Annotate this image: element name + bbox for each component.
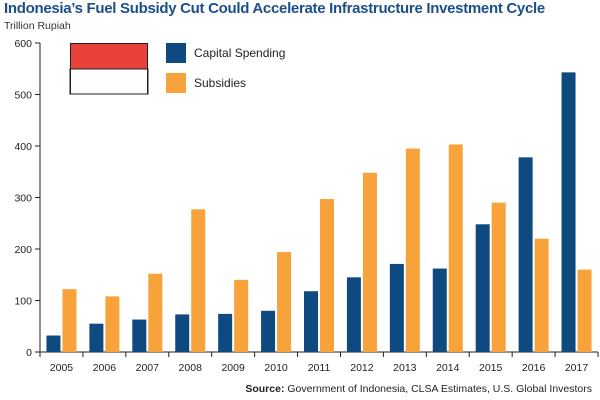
chart-bars xyxy=(46,72,592,352)
x-tick-label: 2016 xyxy=(522,362,546,374)
bar-capital-spending-2009 xyxy=(218,313,233,352)
bar-subsidies-2016 xyxy=(534,238,549,352)
bar-capital-spending-2017 xyxy=(561,72,576,352)
bar-capital-spending-2007 xyxy=(132,319,147,352)
bar-subsidies-2013 xyxy=(405,148,420,352)
y-tick-label: 200 xyxy=(14,244,32,256)
bar-subsidies-2010 xyxy=(277,252,292,352)
x-tick-label: 2013 xyxy=(393,362,417,374)
y-tick-label: 600 xyxy=(14,38,32,50)
source-text: Government of Indonesia, CLSA Estimates,… xyxy=(284,383,592,395)
bar-subsidies-2015 xyxy=(491,202,506,352)
bar-capital-spending-2005 xyxy=(46,335,61,352)
y-axis-unit-label: Trillion Rupiah xyxy=(4,20,71,32)
legend-swatch-subsidies xyxy=(166,73,186,93)
bar-subsidies-2012 xyxy=(362,172,377,352)
x-tick-label: 2008 xyxy=(179,362,203,374)
y-tick-label: 100 xyxy=(14,296,32,308)
bar-subsidies-2007 xyxy=(148,273,163,352)
legend-swatch-capital-spending xyxy=(166,43,186,63)
y-tick-label: 0 xyxy=(26,347,32,359)
y-tick-label: 300 xyxy=(14,193,32,205)
y-tick-label: 500 xyxy=(14,90,32,102)
bar-capital-spending-2013 xyxy=(389,263,404,352)
x-tick-label: 2007 xyxy=(136,362,160,374)
indonesia-flag-white xyxy=(69,68,149,95)
x-tick-label: 2005 xyxy=(50,362,74,374)
bar-capital-spending-2006 xyxy=(89,323,104,352)
bar-capital-spending-2008 xyxy=(175,314,190,352)
x-tick-label: 2006 xyxy=(93,362,117,374)
bar-subsidies-2009 xyxy=(234,279,249,352)
x-tick-label: 2011 xyxy=(308,362,331,374)
chart-legend: Capital Spending Subsidies xyxy=(69,43,285,95)
bar-subsidies-2005 xyxy=(62,289,77,352)
bar-capital-spending-2011 xyxy=(304,291,318,352)
bar-capital-spending-2014 xyxy=(432,268,447,352)
bar-subsidies-2014 xyxy=(448,144,463,352)
indonesia-flag-border xyxy=(70,43,148,95)
bar-capital-spending-2016 xyxy=(518,157,533,352)
x-tick-label: 2010 xyxy=(264,362,288,374)
legend-label-capital-spending: Capital Spending xyxy=(194,46,285,60)
bar-subsidies-2006 xyxy=(105,296,120,352)
bar-subsidies-2011 xyxy=(320,199,334,352)
source-note: Source: Government of Indonesia, CLSA Es… xyxy=(245,383,592,395)
bar-subsidies-2008 xyxy=(191,209,206,352)
bar-capital-spending-2015 xyxy=(475,224,490,352)
y-tick-label: 400 xyxy=(14,141,32,153)
legend-label-subsidies: Subsidies xyxy=(194,76,246,90)
x-tick-label: 2017 xyxy=(565,362,589,374)
source-label: Source: xyxy=(245,383,285,395)
bar-capital-spending-2010 xyxy=(261,310,276,352)
x-tick-label: 2014 xyxy=(436,362,460,374)
chart-title: Indonesia’s Fuel Subsidy Cut Could Accel… xyxy=(4,0,545,17)
bar-subsidies-2017 xyxy=(577,269,592,352)
bar-capital-spending-2012 xyxy=(346,277,361,352)
x-tick-label: 2015 xyxy=(479,362,503,374)
x-tick-label: 2012 xyxy=(350,362,374,374)
indonesia-flag-red xyxy=(70,43,148,69)
x-tick-label: 2009 xyxy=(221,362,245,374)
